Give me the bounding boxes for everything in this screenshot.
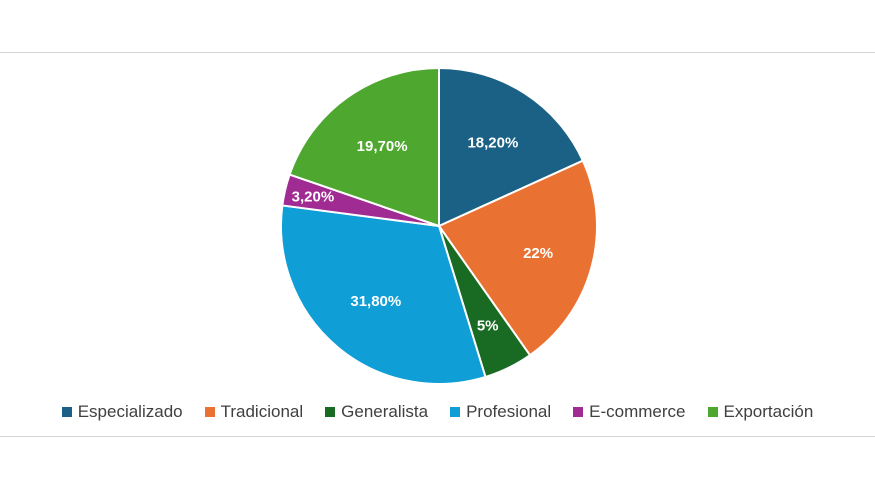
legend-label: Generalista — [341, 402, 429, 421]
legend-label: Especializado — [77, 402, 183, 421]
legend-item-exportaci-n: Exportación — [707, 402, 814, 422]
pie-slice-especializado — [438, 67, 584, 227]
bottom-divider — [0, 436, 875, 437]
legend-swatch — [325, 407, 336, 417]
legend-swatch — [573, 407, 584, 417]
data-label-profesional: 31,80% — [350, 293, 401, 310]
chart-legend: Especializado Tradicional Generalista Profe… — [0, 400, 875, 424]
data-label-e-commerce: 3,20% — [292, 188, 335, 205]
legend-item-profesional: Profesional — [450, 402, 551, 422]
pie-slice-tradicional — [438, 159, 598, 357]
data-label-tradicional: 22% — [523, 245, 553, 262]
legend-item-e-commerce: E-commerce — [573, 402, 686, 422]
legend-label: E-commerce — [589, 402, 686, 421]
legend-swatch — [450, 407, 461, 417]
legend-label: Tradicional — [220, 402, 304, 421]
data-label-generalista: 5% — [477, 317, 499, 334]
pie-slice-profesional — [279, 204, 487, 385]
legend-item-especializado: Especializado — [61, 402, 183, 422]
legend-swatch — [61, 407, 72, 417]
legend-swatch — [204, 407, 215, 417]
data-label-exportaci-n: 19,70% — [357, 138, 408, 155]
legend-label: Profesional — [466, 402, 552, 421]
top-divider — [0, 52, 875, 53]
data-label-especializado: 18,20% — [467, 134, 518, 151]
pie-slice-exportaci-n — [288, 67, 440, 227]
legend-swatch — [707, 407, 718, 417]
legend-item-generalista: Generalista — [325, 402, 428, 422]
legend-item-tradicional: Tradicional — [204, 402, 304, 422]
legend-label: Exportación — [723, 402, 814, 421]
